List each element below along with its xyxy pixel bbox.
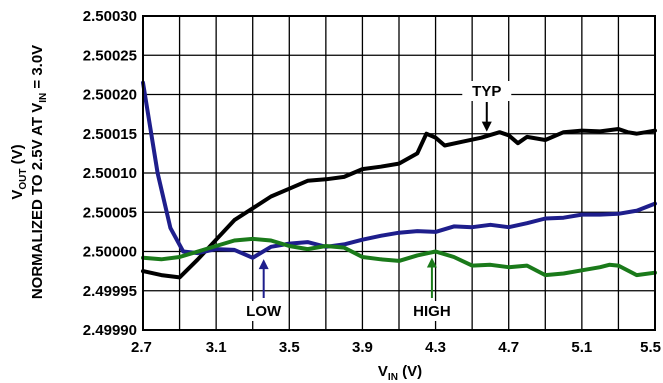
y-tick-label: 2.50010 — [83, 165, 137, 182]
x-tick-label: 3.9 — [352, 339, 373, 356]
y-tick-label: 2.50025 — [83, 47, 137, 64]
annotation-arrowhead-high — [426, 257, 437, 268]
annotation-label-bg — [462, 81, 512, 101]
y-tick-labels: 2.49990 2.49995 2.50000 2.50005 2.50010 2.500… — [83, 8, 137, 339]
grid — [143, 16, 655, 330]
annotation-arrowhead-typ — [481, 121, 492, 132]
x-tick-label: 5.1 — [571, 339, 592, 356]
series-line-high — [141, 236, 657, 278]
y-tick-label: 2.50030 — [83, 8, 137, 25]
y-tick-label: 2.50000 — [83, 244, 137, 261]
y-tick-label: 2.50005 — [83, 204, 137, 221]
annotation-label-bg — [401, 301, 462, 321]
y-axis-title-line1: VOUT (V) — [9, 144, 29, 199]
x-tick-labels: 2.7 3.1 3.5 3.9 4.3 4.7 5.1 5.5 — [131, 339, 661, 356]
y-tick-label: 2.50020 — [83, 87, 137, 104]
y-tick-label: 2.49990 — [83, 322, 137, 339]
series-line-low — [141, 80, 657, 260]
x-tick-label: 5.5 — [640, 339, 661, 356]
x-tick-label: 4.3 — [425, 339, 446, 356]
y-tick-label: 2.49995 — [83, 283, 137, 300]
annotation-label-low: LOW — [246, 303, 282, 320]
annotation-arrowhead-low — [258, 259, 269, 270]
y-axis-title-line2: NORMALIZED TO 2.5V AT VIN = 3.0V — [29, 45, 49, 299]
x-tick-label: 3.5 — [279, 339, 300, 356]
y-tick-label: 2.50015 — [83, 126, 137, 143]
x-tick-label: 2.7 — [131, 339, 152, 356]
annotations: TYP LOW HIGH — [239, 81, 512, 321]
annotation-label-typ: TYP — [472, 83, 501, 100]
x-tick-label: 3.1 — [206, 339, 227, 356]
annotation-label-bg — [239, 301, 289, 321]
x-tick-label: 4.7 — [498, 339, 519, 356]
series-line-typ — [141, 127, 657, 280]
x-axis-title: VIN (V) — [378, 363, 422, 383]
series-layer — [141, 80, 657, 280]
plot-frame — [142, 15, 656, 331]
annotation-label-high: HIGH — [413, 303, 451, 320]
